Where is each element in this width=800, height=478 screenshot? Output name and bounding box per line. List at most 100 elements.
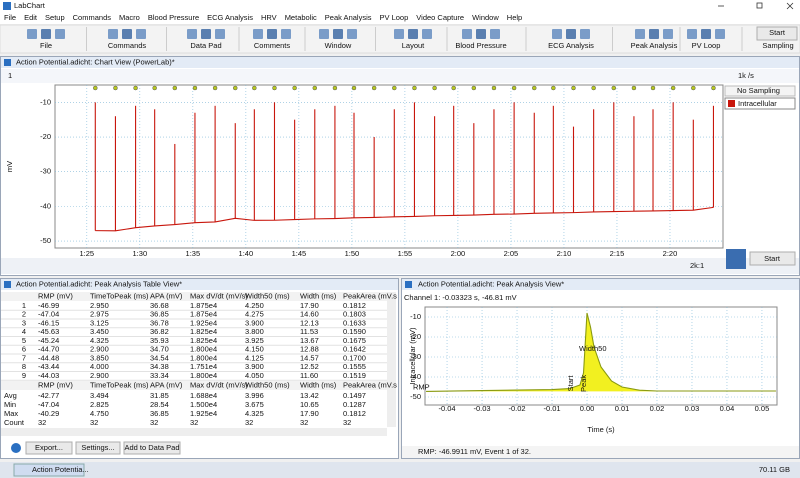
tool-icon[interactable] (476, 29, 486, 39)
tool-icon[interactable] (552, 29, 562, 39)
menu-item[interactable]: Blood Pressure (148, 13, 199, 22)
button[interactable] (75, 441, 121, 455)
zoom[interactable]: 2k:1 (690, 261, 704, 270)
peak-marker[interactable] (551, 85, 556, 91)
tool-icon[interactable] (108, 29, 118, 39)
tool-icon[interactable] (267, 29, 277, 39)
peak-marker[interactable] (332, 85, 338, 91)
tool-icon[interactable] (408, 29, 418, 39)
menu-item[interactable]: ECG Analysis (207, 13, 253, 22)
tool-icon[interactable] (649, 29, 659, 39)
peak-marker[interactable] (392, 85, 397, 91)
peak-marker[interactable] (292, 85, 297, 91)
peak-marker[interactable] (471, 85, 477, 91)
menu-item[interactable]: Setup (45, 13, 65, 22)
peak-marker[interactable] (252, 85, 257, 91)
tool-icon[interactable] (281, 29, 291, 39)
tool-icon[interactable] (701, 29, 711, 39)
peak-marker[interactable] (172, 85, 178, 91)
peak-marker[interactable] (432, 85, 437, 91)
tool-icon[interactable] (663, 29, 673, 39)
tool-icon[interactable] (122, 29, 132, 39)
peak-marker[interactable] (631, 85, 637, 91)
peak-marker[interactable] (412, 85, 417, 91)
peak-marker[interactable] (192, 85, 198, 91)
peak-marker[interactable] (351, 85, 357, 91)
start-button[interactable]: Start (769, 28, 786, 37)
window-controls[interactable] (718, 2, 794, 10)
peak-marker[interactable] (371, 85, 377, 91)
peak-marker[interactable] (591, 85, 596, 91)
menu-item[interactable]: Metabolic (285, 13, 317, 22)
peak-marker[interactable] (212, 85, 218, 91)
scope-button[interactable] (726, 249, 746, 269)
button[interactable] (123, 441, 181, 455)
peak-marker[interactable] (451, 85, 456, 91)
peak-marker[interactable] (312, 85, 318, 91)
tool-icon[interactable] (253, 29, 263, 39)
tool-icon[interactable] (333, 29, 343, 39)
button-label[interactable]: Export... (35, 443, 63, 452)
start-button-frame[interactable] (756, 26, 798, 41)
peak-marker[interactable] (133, 85, 138, 91)
tool-icon[interactable] (27, 29, 37, 39)
x-tick-label: 0.04 (720, 404, 735, 413)
menu-item[interactable]: Window (472, 13, 499, 22)
menu-item[interactable]: Help (507, 13, 522, 22)
peak-marker[interactable] (571, 85, 576, 91)
menu-item[interactable]: File (4, 13, 16, 22)
tool-icon[interactable] (319, 29, 329, 39)
menu-item[interactable]: Macro (119, 13, 140, 22)
peak-marker[interactable] (711, 85, 716, 91)
scrollbar[interactable] (387, 292, 396, 427)
menu-item[interactable]: PV Loop (380, 13, 409, 22)
tool-icon[interactable] (394, 29, 404, 39)
menu-item[interactable]: HRV (261, 13, 277, 22)
channel-name[interactable]: Intracellular (738, 99, 777, 108)
task-label[interactable]: Action Potentia... (32, 465, 89, 474)
cell: 12.52 (300, 362, 319, 371)
tool-icon[interactable] (490, 29, 500, 39)
start-button-frame-2[interactable] (749, 251, 796, 266)
tool-icon[interactable] (187, 29, 197, 39)
start-button-2[interactable]: Start (764, 254, 781, 263)
tool-icon[interactable] (462, 29, 472, 39)
peak-marker[interactable] (511, 85, 517, 91)
peak-marker[interactable] (491, 85, 497, 91)
peak-marker[interactable] (650, 85, 656, 91)
tool-icon[interactable] (715, 29, 725, 39)
peak-marker[interactable] (532, 85, 537, 91)
peak-marker[interactable] (670, 85, 676, 91)
task-button[interactable] (13, 463, 85, 477)
menu-item[interactable]: Commands (73, 13, 112, 22)
help-icon[interactable] (11, 443, 21, 453)
menu-item[interactable]: Peak Analysis (325, 13, 372, 22)
peak-marker[interactable] (611, 85, 617, 91)
tool-icon[interactable] (41, 29, 51, 39)
sampling-mode[interactable]: No Sampling (737, 86, 780, 95)
tool-icon[interactable] (215, 29, 225, 39)
peak-marker[interactable] (113, 85, 118, 91)
channel-selector[interactable] (724, 97, 796, 110)
tool-icon[interactable] (635, 29, 645, 39)
tool-icon[interactable] (55, 29, 65, 39)
tool-icon[interactable] (136, 29, 146, 39)
menu-item[interactable]: Edit (24, 13, 38, 22)
peak-marker[interactable] (233, 85, 238, 91)
tool-icon[interactable] (422, 29, 432, 39)
button-label[interactable]: Add to Data Pad (124, 443, 179, 452)
peak-marker[interactable] (691, 85, 696, 91)
tool-icon[interactable] (580, 29, 590, 39)
tool-icon[interactable] (201, 29, 211, 39)
peak-marker[interactable] (272, 85, 277, 91)
button-label[interactable]: Settings... (81, 443, 114, 452)
peak-marker[interactable] (152, 85, 157, 91)
tool-icon[interactable] (347, 29, 357, 39)
menu-item[interactable]: Video Capture (416, 13, 464, 22)
button[interactable] (25, 441, 73, 455)
peak-marker[interactable] (93, 85, 98, 91)
tool-icon[interactable] (687, 29, 697, 39)
h-scrollbar[interactable] (1, 428, 387, 436)
tool-icon[interactable] (566, 29, 576, 39)
sample-rate[interactable]: 1k /s (738, 71, 754, 80)
